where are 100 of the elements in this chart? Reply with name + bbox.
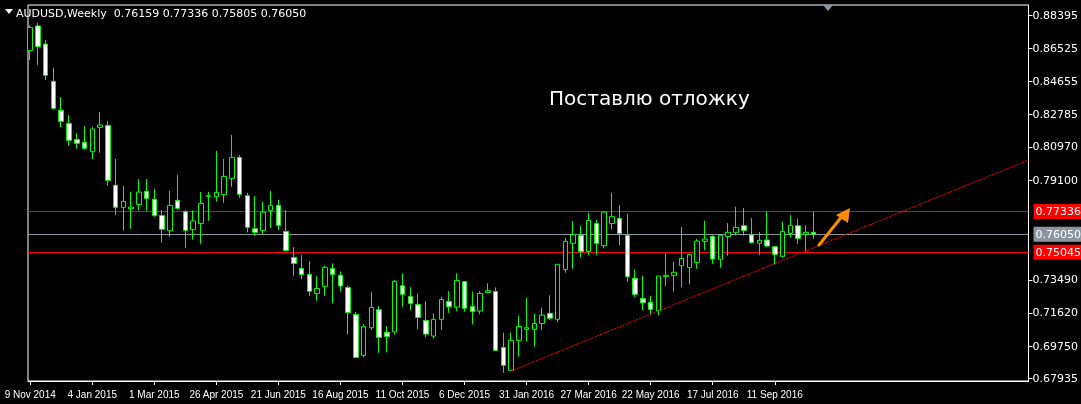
candlestick <box>516 315 522 358</box>
x-tick-label: 16 Aug 2015 <box>312 388 369 400</box>
candlestick <box>656 275 661 316</box>
x-tick-label: 21 Jun 2015 <box>250 388 307 400</box>
candlestick <box>291 246 297 277</box>
candlestick <box>384 325 390 353</box>
y-tick-label: 0.79100 <box>1032 173 1079 187</box>
candlestick <box>547 294 553 321</box>
candlestick <box>183 209 188 249</box>
candlestick <box>35 22 41 66</box>
candlestick <box>702 220 708 251</box>
candlestick <box>749 217 754 245</box>
candlestick <box>601 210 607 249</box>
candlestick <box>190 209 196 241</box>
candlestick <box>508 332 514 372</box>
candlestick <box>640 275 646 311</box>
ref-line-label: 0.75045 <box>1035 245 1081 259</box>
candlestick <box>58 96 64 128</box>
candlestick <box>229 134 235 188</box>
candlestick <box>764 211 770 248</box>
x-tick-label: 11 Oct 2015 <box>375 388 430 400</box>
x-tick-label: 27 Mar 2016 <box>560 388 618 400</box>
candlestick <box>221 158 227 204</box>
candlestick <box>121 185 126 232</box>
candlestick <box>128 191 134 230</box>
candlestick <box>322 265 328 297</box>
x-tick-label: 6 Dec 2015 <box>438 388 491 400</box>
candlestick <box>625 213 630 283</box>
candlestick <box>578 225 584 258</box>
candlestick <box>539 307 545 331</box>
x-tick-label: 22 May 2016 <box>621 388 681 400</box>
candlestick <box>663 252 669 287</box>
candlestick <box>648 295 653 316</box>
candlestick <box>144 178 149 212</box>
candlestick <box>307 260 312 297</box>
annotation: Поставлю отложку <box>549 86 750 110</box>
x-tick-label: 31 Jan 2016 <box>499 388 555 400</box>
candlestick <box>811 210 816 240</box>
candlestick <box>66 114 72 147</box>
candlestick <box>167 190 173 238</box>
candlestick <box>260 200 266 235</box>
candlestick <box>570 220 576 270</box>
candlestick <box>431 312 436 339</box>
x-tick-label: 9 Nov 2014 <box>4 388 57 400</box>
candlestick <box>82 125 87 151</box>
candlestick <box>113 158 118 216</box>
chart-title: AUDUSD,Weekly 0.76159 0.77336 0.75805 0.76050 <box>16 7 307 20</box>
candlestick <box>532 313 537 348</box>
candlestick <box>485 282 491 294</box>
candlestick <box>772 246 778 265</box>
candlestick <box>710 234 715 265</box>
candlestick <box>803 224 809 253</box>
candlestick <box>632 268 638 298</box>
candlestick <box>97 111 103 154</box>
candlestick <box>423 300 429 338</box>
x-tick-label: 1 Mar 2015 <box>129 388 181 400</box>
candlestick <box>361 323 366 358</box>
y-tick-label: 0.69750 <box>1032 339 1079 353</box>
candlestick <box>725 222 731 257</box>
y-tick-label: 0.86525 <box>1032 41 1079 55</box>
candlestick <box>376 305 382 354</box>
candlestick <box>74 132 80 150</box>
candlestick <box>609 192 615 230</box>
candlestick <box>27 24 33 61</box>
candlestick <box>276 199 281 231</box>
candlestick <box>477 290 483 315</box>
candlestick <box>733 206 739 237</box>
candlestick <box>617 204 622 246</box>
candlestick <box>392 279 397 335</box>
candlestick <box>757 231 762 256</box>
candlestick <box>408 286 413 311</box>
candlestick <box>524 297 529 342</box>
candlestick <box>671 261 677 292</box>
x-tick-label: 17 Jul 2016 <box>686 388 740 400</box>
candlestick <box>345 284 351 335</box>
y-tick-label: 0.73490 <box>1032 273 1079 287</box>
y-tick-label: 0.84655 <box>1032 74 1079 88</box>
candlestick <box>563 237 568 274</box>
candlestick <box>470 291 475 325</box>
candlestick <box>252 195 258 237</box>
candlestick <box>338 270 343 292</box>
ref-line-label: 0.77336 <box>1035 204 1081 218</box>
x-tick-label: 26 Apr 2015 <box>189 388 244 400</box>
candlestick <box>245 192 250 233</box>
y-tick-label: 0.80970 <box>1032 140 1079 154</box>
candlestick <box>400 272 405 308</box>
y-tick-label: 0.88395 <box>1032 8 1079 22</box>
candlestick <box>780 221 785 259</box>
candlestick <box>439 296 444 331</box>
candlestick <box>586 212 591 256</box>
candlestick <box>314 275 320 302</box>
candlestick <box>555 263 560 323</box>
candlestick <box>353 311 359 358</box>
candlestick <box>105 120 111 187</box>
candlestick <box>206 191 211 222</box>
candlestick <box>446 290 452 314</box>
candlestick <box>788 214 793 239</box>
y-tick-label: 0.82785 <box>1032 108 1079 122</box>
candlestick <box>90 126 95 160</box>
y-tick-label: 0.71620 <box>1032 306 1079 320</box>
